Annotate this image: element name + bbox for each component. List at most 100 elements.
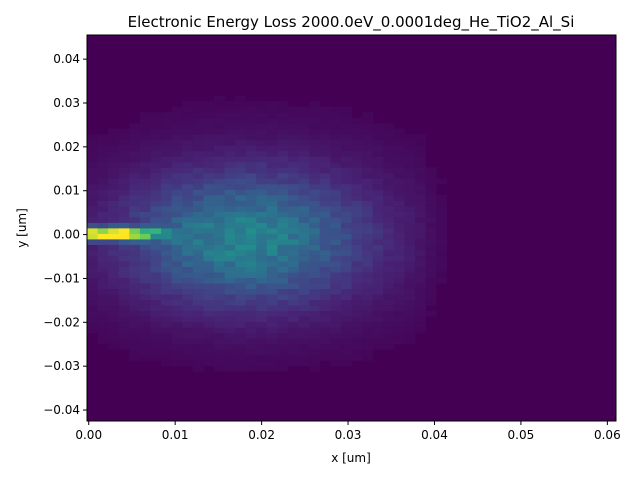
heatmap-cell bbox=[330, 194, 342, 201]
heatmap-cell bbox=[298, 327, 310, 334]
heatmap-cell bbox=[139, 332, 151, 339]
heatmap-cell bbox=[436, 277, 448, 284]
heatmap-cell bbox=[414, 294, 426, 301]
heatmap-cell bbox=[393, 211, 405, 218]
heatmap-cell bbox=[97, 321, 109, 328]
heatmap-cell bbox=[309, 272, 321, 279]
heatmap-cell bbox=[256, 288, 268, 295]
heatmap-cell bbox=[129, 239, 141, 245]
heatmap-cell bbox=[87, 316, 98, 323]
heatmap-cell bbox=[203, 255, 215, 262]
heatmap-cell bbox=[150, 211, 162, 218]
heatmap-cell bbox=[129, 272, 141, 279]
heatmap-cell bbox=[309, 117, 321, 124]
heatmap-cell bbox=[319, 117, 331, 124]
heatmap-cell bbox=[182, 288, 194, 295]
heatmap-cell bbox=[372, 139, 384, 146]
heatmap-cell bbox=[224, 343, 236, 350]
heatmap-cell bbox=[414, 183, 426, 190]
heatmap-cell bbox=[383, 321, 395, 328]
heatmap-cell bbox=[393, 205, 405, 212]
heatmap-cell bbox=[171, 277, 183, 284]
heatmap-cell bbox=[182, 228, 194, 234]
heatmap-cell bbox=[351, 167, 363, 174]
heatmap-cell bbox=[266, 200, 278, 207]
heatmap-cell bbox=[87, 194, 98, 201]
heatmap-cell bbox=[245, 145, 257, 152]
heatmap-cell bbox=[203, 360, 215, 367]
heatmap-cell bbox=[319, 349, 331, 356]
heatmap-cell bbox=[330, 261, 342, 267]
heatmap-cell bbox=[213, 244, 225, 251]
heatmap-cell bbox=[235, 321, 247, 328]
heatmap-cell bbox=[404, 332, 416, 339]
heatmap-cell bbox=[235, 360, 247, 367]
heatmap-cell bbox=[171, 294, 183, 301]
heatmap-cell bbox=[192, 117, 204, 124]
heatmap-cell bbox=[436, 228, 448, 234]
heatmap-cell bbox=[414, 134, 426, 141]
heatmap-cell bbox=[298, 233, 310, 240]
heatmap-cell bbox=[224, 167, 236, 174]
heatmap-cell bbox=[309, 101, 321, 108]
heatmap-cell bbox=[414, 239, 426, 245]
heatmap-cell bbox=[171, 354, 183, 361]
heatmap-cell bbox=[182, 283, 194, 290]
heatmap-cell bbox=[404, 205, 416, 212]
heatmap-cell bbox=[340, 239, 352, 245]
heatmap-cell bbox=[87, 222, 98, 229]
heatmap-cell bbox=[277, 343, 289, 350]
heatmap-cell bbox=[425, 205, 437, 212]
heatmap-cell bbox=[235, 117, 247, 124]
heatmap-cell bbox=[288, 183, 299, 190]
heatmap-cell bbox=[87, 200, 98, 207]
heatmap-cell bbox=[235, 156, 247, 163]
heatmap-cell bbox=[139, 299, 151, 306]
heatmap-cell bbox=[330, 123, 342, 130]
heatmap-cell bbox=[129, 332, 141, 339]
heatmap-cell bbox=[150, 255, 162, 262]
heatmap-cell bbox=[171, 156, 183, 163]
heatmap-cell bbox=[404, 200, 416, 207]
heatmap-cell bbox=[362, 283, 374, 290]
heatmap-cell bbox=[393, 294, 405, 301]
heatmap-cell bbox=[288, 194, 299, 201]
heatmap-cell bbox=[288, 211, 299, 218]
heatmap-cell bbox=[192, 255, 204, 262]
heatmap-cell bbox=[213, 299, 225, 306]
heatmap-cell bbox=[129, 266, 141, 273]
heatmap-cell bbox=[372, 261, 384, 267]
heatmap-cell bbox=[171, 283, 183, 290]
heatmap-cell bbox=[362, 216, 374, 223]
heatmap-cell bbox=[171, 228, 183, 234]
heatmap-cell bbox=[298, 277, 310, 284]
heatmap-cell bbox=[319, 338, 331, 345]
heatmap-cell bbox=[372, 216, 384, 223]
heatmap-cell bbox=[436, 272, 448, 279]
heatmap-cell bbox=[404, 194, 416, 201]
heatmap-cell bbox=[108, 172, 120, 179]
heatmap-cell bbox=[351, 239, 363, 245]
heatmap-cell bbox=[108, 167, 120, 174]
heatmap-cell bbox=[118, 294, 130, 301]
heatmap-cell bbox=[224, 112, 236, 119]
heatmap-cell bbox=[340, 112, 352, 119]
heatmap-cell bbox=[171, 349, 183, 356]
heatmap-cell bbox=[362, 222, 374, 229]
heatmap-cell bbox=[266, 305, 278, 312]
heatmap-cell bbox=[213, 327, 225, 334]
heatmap-cell bbox=[129, 183, 141, 190]
heatmap-cell bbox=[383, 161, 395, 168]
heatmap-cell bbox=[97, 305, 109, 312]
heatmap-cell bbox=[298, 205, 310, 212]
heatmap-cell bbox=[192, 128, 204, 135]
heatmap-cell bbox=[171, 194, 183, 201]
heatmap-cell bbox=[288, 327, 299, 334]
heatmap-cell bbox=[171, 128, 183, 135]
heatmap-cell bbox=[298, 161, 310, 168]
heatmap-cell bbox=[203, 200, 215, 207]
heatmap-cell bbox=[87, 233, 98, 240]
heatmap-cell bbox=[298, 200, 310, 207]
heatmap-cell bbox=[150, 222, 162, 229]
heatmap-cell bbox=[192, 150, 204, 157]
